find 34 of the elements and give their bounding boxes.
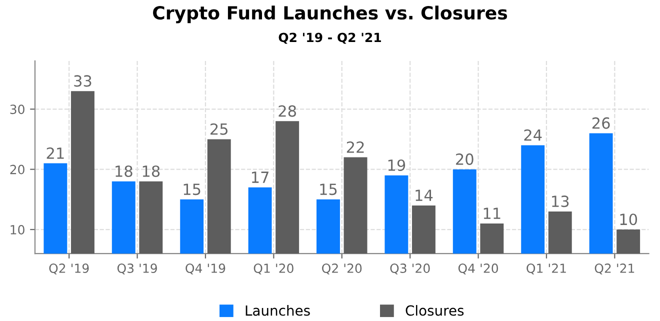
data-label: 19 xyxy=(388,159,406,171)
data-label: 15 xyxy=(320,184,337,196)
data-label: 18 xyxy=(116,165,132,178)
data-label: 33 xyxy=(74,75,92,87)
x-tick-label: Q2 '21 xyxy=(594,264,634,274)
x-tick-label: Q1 '20 xyxy=(254,264,294,274)
data-label: 10 xyxy=(620,214,638,226)
data-label: 26 xyxy=(592,117,610,129)
legend-label: Launches xyxy=(246,305,310,316)
data-label: 13 xyxy=(552,196,569,208)
chart-title: Crypto Fund Launches vs. Closures xyxy=(153,6,508,24)
data-label: 18 xyxy=(142,165,160,178)
x-tick-label: Q3 '19 xyxy=(117,264,157,274)
x-tick-label: Q1 '21 xyxy=(526,264,566,274)
chart-subtitle: Q2 '19 - Q2 '21 xyxy=(278,32,381,44)
y-tick-label: 30 xyxy=(10,104,24,114)
x-tick-label: Q2 '20 xyxy=(322,264,362,274)
data-label: 17 xyxy=(252,172,268,183)
data-label: 24 xyxy=(524,129,542,141)
x-tick-label: Q2 '19 xyxy=(49,264,89,274)
data-label: 22 xyxy=(346,141,364,153)
y-tick-label: 10 xyxy=(10,224,24,234)
data-label: 11 xyxy=(484,208,500,219)
y-tick-label: 20 xyxy=(10,164,24,174)
x-tick-label: Q4 '20 xyxy=(458,264,498,274)
data-label: 28 xyxy=(278,105,296,117)
data-label: 20 xyxy=(456,153,474,165)
legend-label: Closures xyxy=(406,305,464,316)
data-label: 25 xyxy=(210,123,228,135)
data-label: 21 xyxy=(46,147,64,159)
data-label: 14 xyxy=(416,190,433,201)
data-label: 15 xyxy=(184,184,200,196)
x-tick-label: Q3 '20 xyxy=(390,264,430,274)
x-tick-label: Q4 '19 xyxy=(186,264,226,274)
